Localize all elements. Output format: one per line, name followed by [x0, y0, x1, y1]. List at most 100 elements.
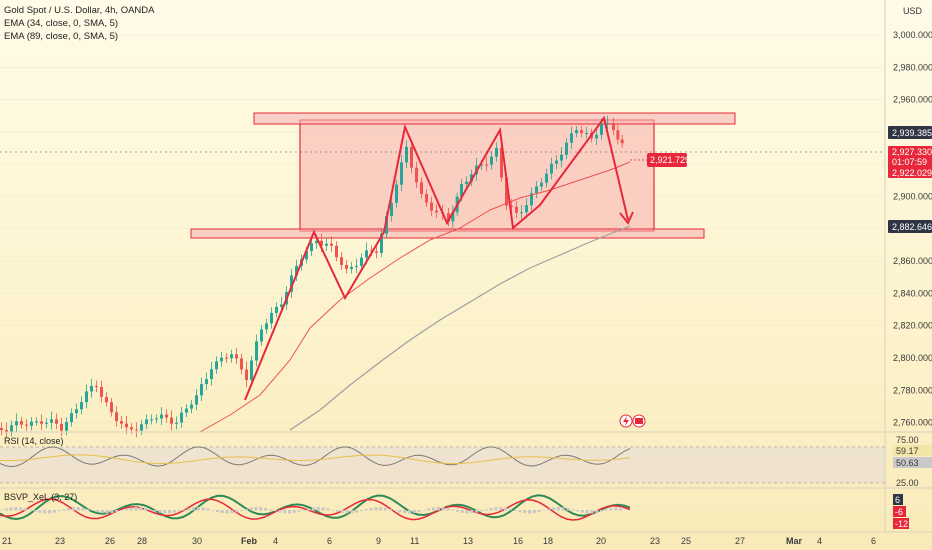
- candle-body: [255, 341, 258, 361]
- bsvp-bar: [86, 508, 90, 511]
- bsvp-bar: [518, 510, 522, 513]
- crosshair-price-tag[interactable]: [647, 153, 687, 167]
- bsvp-tag-3: [893, 518, 909, 529]
- bsvp-bar: [417, 510, 421, 512]
- candle-body: [75, 409, 78, 414]
- bsvp-label[interactable]: BSVP_XeL (3, 27): [4, 492, 78, 502]
- price-axis-label: 2,900.000: [893, 192, 932, 202]
- bsvp-bar: [24, 508, 27, 511]
- candle-body: [545, 173, 548, 183]
- candle-body: [380, 233, 383, 253]
- candle-body: [215, 361, 218, 370]
- price-axis-label: 3,000.000: [893, 30, 932, 40]
- candle-body: [500, 147, 503, 178]
- candle-body: [370, 250, 373, 252]
- range-box[interactable]: [299, 119, 655, 232]
- bsvp-bar: [312, 507, 315, 511]
- candle-body: [410, 146, 413, 168]
- bsvp-bar: [595, 510, 599, 513]
- bsvp-tag-1: [893, 494, 903, 505]
- bsvp-value-1: 6: [895, 495, 900, 505]
- ema89-legend[interactable]: EMA (89, close, 0, SMA, 5): [4, 31, 119, 42]
- candle-body: [510, 205, 513, 207]
- bsvp-bar: [259, 507, 263, 511]
- bsvp-bar: [364, 509, 368, 511]
- bsvp-bar: [336, 510, 339, 512]
- bsvp-bar: [484, 509, 488, 511]
- time-axis-label: 9: [376, 536, 381, 546]
- bsvp-bar: [369, 507, 373, 511]
- bsvp-bar: [528, 510, 531, 514]
- bsvp-bar: [609, 508, 613, 511]
- candle-body: [205, 379, 208, 385]
- bsvp-bar: [249, 507, 253, 511]
- candle-body: [40, 421, 43, 424]
- candle-body: [80, 402, 83, 410]
- candle-body: [195, 395, 198, 405]
- bsvp-bar: [408, 510, 411, 514]
- time-axis-label: 27: [735, 536, 745, 546]
- bsvp-bar: [523, 510, 527, 514]
- time-axis-label: Feb: [241, 536, 258, 546]
- candle-body: [530, 193, 533, 206]
- candle-body: [180, 412, 183, 423]
- bsvp-bar: [105, 510, 109, 514]
- candle-body: [90, 386, 93, 392]
- bsvp-bar: [460, 510, 464, 513]
- candle-body: [250, 360, 253, 380]
- candle-body: [600, 123, 603, 135]
- time-axis[interactable]: 21 23 26 28 30 Feb 4 6 9 11 13 16 18 20 23 25 27 Mar 4 6: [2, 536, 876, 546]
- candle-body: [85, 391, 88, 403]
- candle-body: [550, 163, 553, 174]
- candle-body: [525, 205, 528, 213]
- rsi-tag-1: [893, 445, 932, 456]
- candle-body: [620, 139, 624, 144]
- rsi-label[interactable]: RSI (14, close): [4, 436, 64, 446]
- candle-body: [451, 212, 455, 222]
- candle-body: [570, 133, 573, 143]
- bsvp-bar: [182, 509, 186, 511]
- bsvp-bar: [268, 509, 272, 511]
- candle-body: [275, 306, 278, 313]
- bsvp-bar: [432, 507, 435, 511]
- candle-body: [295, 265, 298, 276]
- bsvp-bar: [43, 510, 47, 514]
- bsvp-bar: [441, 507, 445, 511]
- candle-body: [465, 181, 468, 184]
- bsvp-bar: [316, 507, 320, 511]
- currency-label[interactable]: USD: [902, 6, 922, 16]
- bsvp-bar: [494, 507, 498, 511]
- candle-body: [606, 123, 609, 125]
- candle-body: [0, 428, 3, 430]
- time-axis-label: 4: [273, 536, 278, 546]
- candle-body: [210, 369, 213, 380]
- bsvp-bar: [81, 507, 85, 511]
- candle-body: [350, 266, 353, 269]
- bsvp-bar: [14, 507, 18, 511]
- candle-body: [580, 130, 583, 134]
- time-axis-label: 6: [327, 536, 332, 546]
- ema34-legend[interactable]: EMA (34, close, 0, SMA, 5): [4, 18, 119, 29]
- candle-body: [110, 402, 113, 413]
- bsvp-bar: [4, 508, 8, 511]
- bsvp-bar: [422, 509, 426, 511]
- time-axis-label: 21: [2, 536, 12, 546]
- event-icons[interactable]: [619, 414, 646, 428]
- bsvp-bar: [513, 510, 517, 511]
- time-axis-label: Mar: [786, 536, 803, 546]
- bsvp-bar: [384, 507, 387, 511]
- candle-body: [245, 369, 248, 380]
- bsvp-bar: [177, 510, 181, 512]
- bsvp-green-line: [0, 494, 631, 521]
- resistance-zone[interactable]: [253, 112, 736, 125]
- chart-legend[interactable]: Gold Spot / U.S. Dollar, 4h, OANDA EMA (…: [4, 4, 154, 43]
- bsvp-bar: [172, 510, 176, 513]
- bsvp-bar: [264, 507, 267, 511]
- candle-body: [485, 164, 488, 166]
- candle-body: [140, 424, 143, 431]
- symbol-title[interactable]: Gold Spot / U.S. Dollar, 4h, OANDA: [4, 5, 155, 16]
- rsi-value-1: 59.17: [896, 446, 919, 456]
- pattern-zigzag[interactable]: [244, 115, 629, 401]
- bsvp-bar: [168, 510, 171, 514]
